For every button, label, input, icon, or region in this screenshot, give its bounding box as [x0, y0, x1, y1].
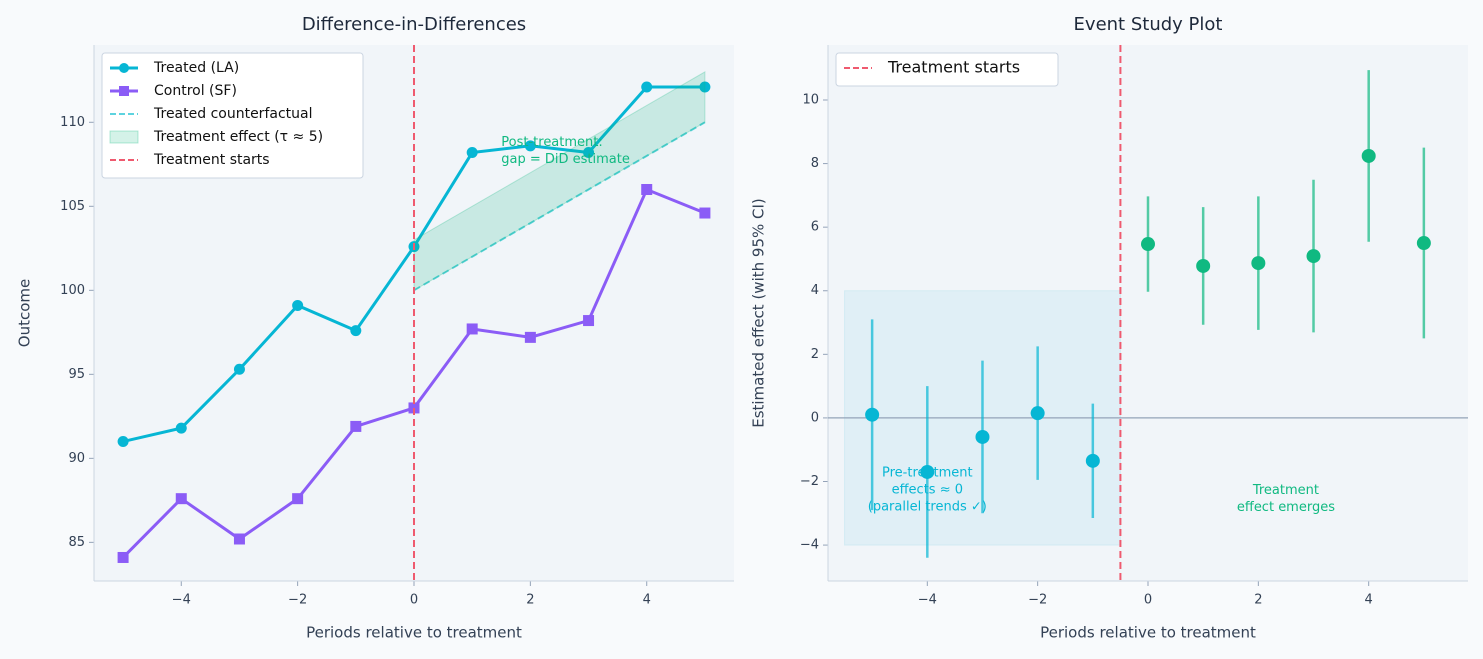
y-tick-label: 8	[811, 156, 819, 171]
point	[1416, 236, 1431, 251]
effect-area	[413, 71, 706, 292]
point	[1141, 237, 1155, 252]
chart-title: Event Study Plot	[1074, 14, 1223, 35]
y-tick-label: −4	[800, 538, 819, 553]
y-tick-label: 100	[60, 283, 85, 298]
x-tick-label: −4	[172, 593, 191, 608]
annotation: (parallel trends ✓)	[868, 499, 987, 514]
annotation: Pre-treatment	[882, 465, 973, 480]
marker	[641, 81, 653, 93]
annotation: Treatment	[1252, 483, 1319, 498]
point	[1306, 249, 1321, 264]
y-tick-label: 95	[68, 367, 85, 382]
legend-label: Treated counterfactual	[153, 106, 312, 122]
marker	[466, 147, 478, 159]
point	[920, 464, 935, 479]
marker	[699, 81, 711, 93]
marker	[408, 402, 420, 414]
legend-label: Treated (LA)	[153, 60, 239, 76]
x-tick-label: 4	[1365, 593, 1373, 608]
marker	[175, 493, 187, 505]
marker	[350, 325, 362, 337]
y-tick-label: 2	[811, 347, 819, 362]
legend-label: Treatment starts	[887, 58, 1020, 77]
point	[1030, 406, 1045, 421]
x-axis-label: Periods relative to treatment	[1040, 624, 1256, 642]
legend-swatch	[109, 130, 139, 144]
point	[1196, 258, 1211, 273]
marker	[233, 533, 245, 545]
annotation: gap = DiD estimate	[501, 152, 630, 167]
y-axis-label: Estimated effect (with 95% CI)	[750, 198, 768, 428]
x-tick-label: 0	[410, 593, 418, 608]
series-line	[413, 121, 706, 292]
chart-title: Difference-in-Differences	[302, 14, 526, 35]
annotation: effects ≈ 0	[892, 482, 963, 497]
x-tick-label: 2	[1254, 593, 1262, 608]
marker	[524, 331, 536, 343]
x-tick-label: 2	[526, 593, 534, 608]
point	[1251, 256, 1266, 271]
y-axis-label: Outcome	[16, 279, 34, 347]
marker	[699, 207, 711, 219]
x-tick-label: 0	[1144, 593, 1152, 608]
marker	[233, 363, 245, 375]
point	[975, 429, 990, 444]
point	[865, 407, 880, 422]
marker	[524, 140, 536, 152]
annotation: effect emerges	[1237, 500, 1335, 515]
y-tick-label: 0	[811, 410, 819, 425]
legend-marker	[119, 63, 129, 73]
marker	[641, 184, 653, 196]
y-tick-label: −2	[800, 474, 819, 489]
marker	[466, 323, 478, 335]
x-tick-label: 4	[643, 593, 651, 608]
marker	[583, 315, 595, 327]
marker	[117, 436, 129, 448]
marker	[292, 299, 304, 311]
marker	[583, 147, 595, 159]
point	[1361, 148, 1376, 163]
annotation: Post-treatment:	[501, 135, 602, 150]
y-tick-label: 6	[811, 220, 819, 235]
x-tick-label: −2	[1028, 593, 1047, 608]
marker	[117, 551, 129, 563]
y-tick-label: 10	[802, 92, 819, 107]
plot-area	[828, 45, 1468, 581]
marker	[350, 420, 362, 432]
y-tick-label: 110	[60, 115, 85, 130]
x-tick-label: −2	[288, 593, 307, 608]
legend-box	[835, 52, 1059, 87]
y-tick-label: 90	[68, 451, 85, 466]
legend-label: Control (SF)	[154, 83, 237, 99]
x-tick-label: −4	[918, 593, 937, 608]
legend-label: Treatment effect (τ ≈ 5)	[153, 129, 323, 145]
y-tick-label: 105	[60, 199, 85, 214]
legend-marker	[119, 86, 129, 96]
marker	[175, 422, 187, 434]
marker	[292, 493, 304, 505]
y-tick-label: 4	[811, 283, 819, 298]
legend-box	[101, 52, 364, 179]
point	[1085, 453, 1100, 468]
legend-label: Treatment starts	[153, 152, 270, 168]
x-axis-label: Periods relative to treatment	[306, 624, 522, 642]
y-tick-label: 85	[68, 535, 85, 550]
